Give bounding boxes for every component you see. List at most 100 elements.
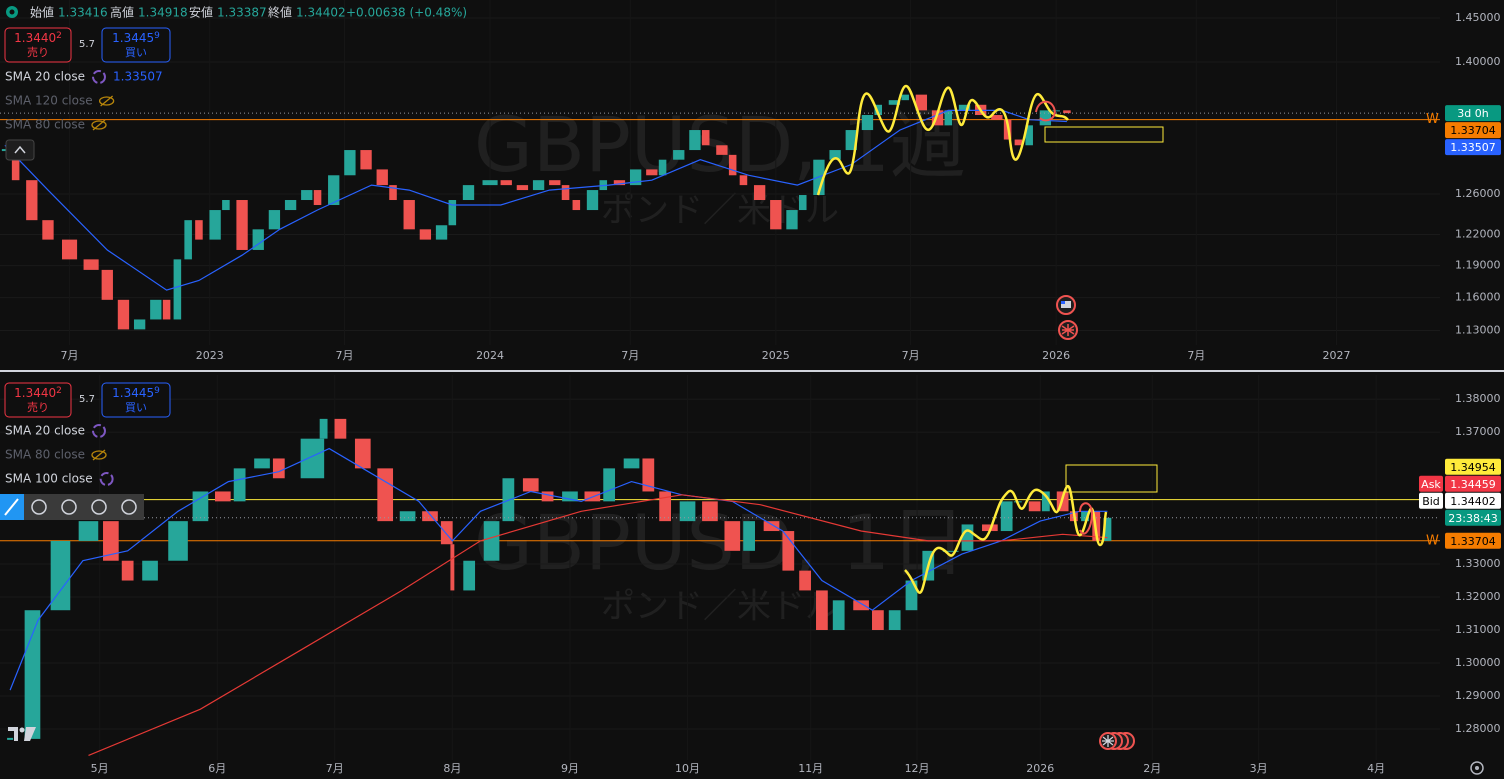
- drawing-circle[interactable]: [1079, 502, 1094, 535]
- change-value: +0.00638 (+0.48%): [346, 6, 467, 20]
- candle: [101, 269, 113, 300]
- candle: [168, 521, 188, 561]
- candle: [344, 150, 356, 176]
- candle: [419, 229, 432, 240]
- event-icon[interactable]: [1058, 320, 1078, 340]
- drawing-rectangle[interactable]: [1065, 464, 1158, 493]
- tool-button[interactable]: [91, 499, 107, 515]
- candle: [816, 590, 828, 631]
- y-tick-label: 1.26000: [1455, 187, 1501, 200]
- candle: [728, 154, 737, 176]
- watermark-title: GBPUSD, 1週: [474, 100, 966, 189]
- candle: [770, 200, 782, 230]
- candle: [874, 104, 883, 116]
- label-layer: 1.45000 1.40000 1.26000 1.22000 1.19000 1.160…: [4, 11, 1501, 775]
- candle: [117, 299, 130, 330]
- x-tick-label: 2025: [762, 349, 790, 362]
- high-label: 高値: [110, 5, 134, 20]
- y-tick-label: 1.19000: [1455, 259, 1501, 272]
- candle: [173, 259, 182, 320]
- legend-hidden-icon[interactable]: [98, 96, 115, 106]
- y-tick-label: 1.33000: [1455, 557, 1501, 570]
- sell-button[interactable]: [4, 382, 72, 418]
- sell-price-main: 1.3440: [14, 386, 56, 400]
- candle: [716, 145, 728, 155]
- settings-button[interactable]: [1470, 761, 1484, 775]
- price-tag: [1445, 139, 1501, 156]
- high-value: 1.34918: [138, 6, 188, 20]
- candle: [11, 150, 20, 181]
- candle: [958, 104, 971, 111]
- legend-name[interactable]: SMA 120 close: [5, 94, 93, 108]
- candle: [673, 150, 685, 160]
- logo[interactable]: [8, 727, 36, 741]
- legend-name[interactable]: SMA 100 close: [5, 472, 93, 486]
- candle: [142, 560, 158, 581]
- indicator-line: [88, 494, 1108, 756]
- legend-name[interactable]: SMA 20 close: [5, 424, 85, 438]
- candle: [103, 521, 119, 561]
- drawing-wave[interactable]: [904, 485, 1108, 594]
- candle: [623, 458, 640, 469]
- drawing-wave[interactable]: [816, 85, 1069, 196]
- candle: [377, 468, 394, 522]
- price-tag: [1445, 105, 1501, 122]
- tool-button[interactable]: [121, 499, 137, 515]
- x-tick-label: 9月: [561, 762, 579, 775]
- candle: [942, 550, 959, 552]
- legend-icon[interactable]: [92, 70, 106, 84]
- price-tag: [1445, 509, 1501, 526]
- candle: [1039, 110, 1052, 126]
- candle: [450, 544, 455, 591]
- buy-button[interactable]: [101, 382, 171, 418]
- candle: [162, 299, 171, 320]
- event-icon[interactable]: [1099, 732, 1135, 750]
- drawing-toolbar: [0, 494, 144, 520]
- candle: [1041, 491, 1050, 512]
- candle: [799, 570, 811, 591]
- drawing-rectangle[interactable]: [1044, 126, 1164, 143]
- event-icon[interactable]: [1056, 295, 1076, 315]
- candle: [613, 180, 626, 186]
- tool-button[interactable]: [31, 499, 47, 515]
- low-label: 安値: [189, 5, 213, 20]
- drawing-circle[interactable]: [1035, 100, 1056, 122]
- tool-button[interactable]: [61, 499, 77, 515]
- price-tag: [1445, 475, 1501, 492]
- candle: [360, 150, 372, 170]
- candle: [233, 468, 246, 502]
- candle: [562, 491, 578, 502]
- candle: [389, 185, 397, 201]
- legend-hidden-slash: [92, 449, 106, 461]
- candle: [26, 180, 38, 221]
- candle: [782, 531, 795, 571]
- candle: [252, 229, 264, 250]
- collapse-button[interactable]: [5, 139, 35, 161]
- legend-icon[interactable]: [92, 424, 106, 438]
- x-tick-label: 7月: [621, 349, 639, 362]
- candle: [319, 418, 328, 439]
- legend-name[interactable]: SMA 80 close: [5, 118, 85, 132]
- candle: [679, 501, 696, 522]
- legend-name[interactable]: SMA 20 close: [5, 70, 85, 84]
- x-tick-label: 3月: [1250, 762, 1268, 775]
- price-tag: [1445, 458, 1501, 475]
- buy-price-pip: 9: [154, 386, 160, 396]
- candle: [1028, 501, 1041, 512]
- buy-label: 買い: [125, 401, 147, 414]
- buy-label: 買い: [125, 46, 147, 59]
- legend-hidden-icon[interactable]: [91, 120, 107, 130]
- buy-price-main: 1.3445: [112, 386, 154, 400]
- x-tick-label: 8月: [443, 762, 461, 775]
- sell-button[interactable]: [4, 27, 72, 63]
- buy-button[interactable]: [101, 27, 171, 63]
- open-label: 始値: [30, 5, 54, 20]
- candle: [629, 169, 642, 186]
- tool-icon: [4, 498, 19, 516]
- indicator-line: [4, 109, 1067, 291]
- candle: [832, 600, 845, 631]
- legend-name[interactable]: SMA 80 close: [5, 448, 85, 462]
- x-tick-label: 2026: [1042, 349, 1070, 362]
- legend-hidden-icon[interactable]: [91, 450, 107, 460]
- legend-icon[interactable]: [99, 472, 114, 486]
